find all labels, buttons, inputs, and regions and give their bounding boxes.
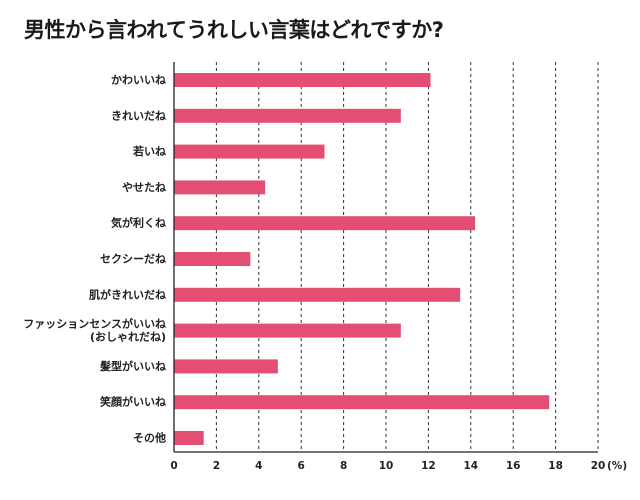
bar-0	[174, 73, 431, 87]
x-tick-label-10: 10	[379, 460, 394, 472]
category-label-3: やせたね	[122, 181, 166, 194]
category-label-2: 若いね	[133, 144, 166, 158]
bar-6	[174, 287, 461, 302]
bar-8	[174, 359, 278, 374]
x-tick-label-20: 20	[591, 460, 606, 472]
x-tick-label-16: 16	[506, 460, 521, 472]
bar-1	[174, 108, 401, 123]
bar-3	[174, 180, 266, 195]
bar-10	[174, 431, 204, 445]
category-label-9: 笑顔がいいね	[100, 395, 166, 409]
x-tick-label-2: 2	[213, 460, 220, 472]
x-tick-label-14: 14	[463, 460, 478, 472]
bar-4	[174, 216, 476, 231]
x-tick-label-4: 4	[255, 460, 262, 472]
category-label-8: 髪型がいいね	[99, 359, 166, 373]
category-label-7-line-1: (おしゃれだね)	[90, 331, 166, 344]
bar-5	[174, 252, 251, 266]
x-tick-label-12: 12	[421, 460, 436, 472]
category-label-6: 肌がきれいだね	[88, 287, 166, 301]
bar-9	[174, 395, 550, 410]
x-tick-label-18: 18	[548, 460, 563, 472]
x-tick-label-6: 6	[298, 460, 305, 472]
x-tick-label-0: 0	[170, 460, 177, 472]
category-label-0: かわいいね	[111, 74, 166, 87]
x-tick-label-8: 8	[340, 460, 347, 472]
category-label-4: 気が利くね	[111, 216, 166, 230]
category-label-10: その他	[133, 431, 166, 445]
category-label-1: きれいだね	[111, 109, 166, 122]
chart-title: 男性から言われてうれしい言葉はどれですか?	[24, 18, 444, 42]
category-label-5: セクシーだね	[100, 253, 166, 266]
category-label-7-line-0: ファッションセンスがいいね	[23, 317, 166, 331]
bar-2	[174, 144, 325, 159]
bar-7	[174, 323, 401, 338]
x-axis-unit: (%)	[607, 460, 627, 472]
